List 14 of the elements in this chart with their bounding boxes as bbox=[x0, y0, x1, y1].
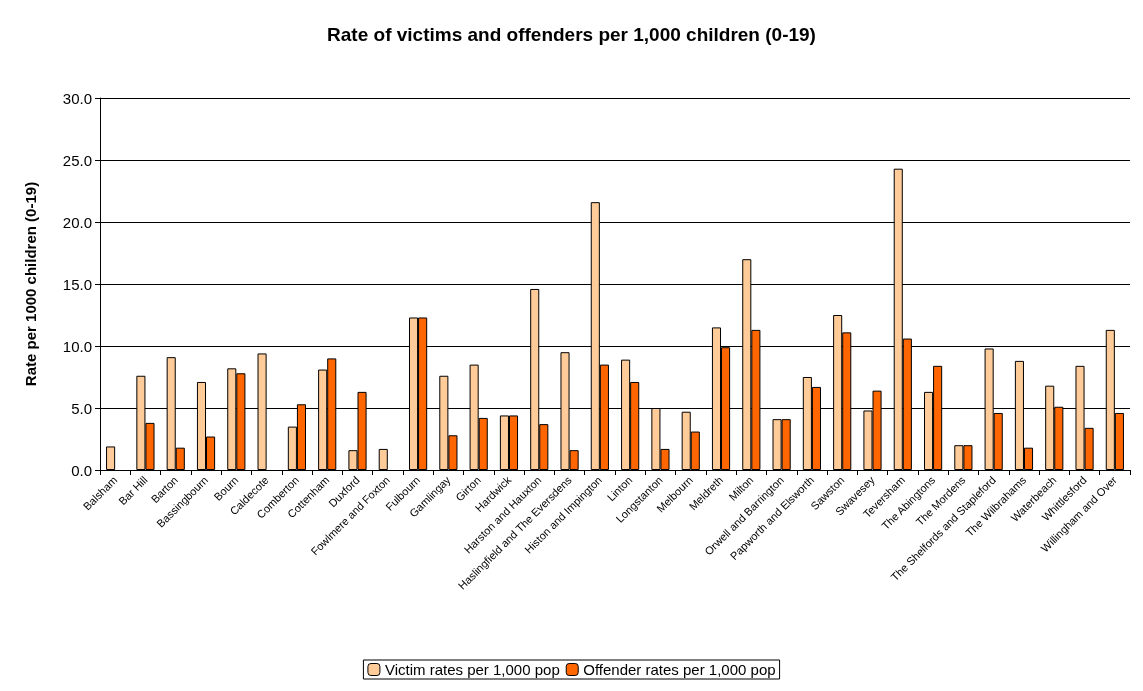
y-axis-title: Rate per 1000 children (0-19) bbox=[22, 181, 39, 387]
y-tick-label: 10.0 bbox=[62, 337, 92, 355]
bar bbox=[378, 448, 388, 470]
y-tick-label: 15.0 bbox=[62, 275, 92, 293]
bar bbox=[106, 446, 116, 470]
y-tick-label: 30.0 bbox=[62, 89, 92, 107]
y-tick-label: 5.0 bbox=[71, 399, 92, 417]
y-tick-label: 0.0 bbox=[71, 461, 92, 479]
chart-title: Rate of victims and offenders per 1,000 children (0-19) bbox=[327, 24, 816, 45]
legend-label: Victim rates per 1,000 pop bbox=[384, 661, 560, 678]
y-tick-label: 25.0 bbox=[62, 151, 92, 169]
y-tick-label: 20.0 bbox=[62, 213, 92, 231]
x-tick-label: Bar Hill bbox=[116, 473, 150, 508]
legend-label: Offender rates per 1,000 pop bbox=[583, 661, 776, 678]
